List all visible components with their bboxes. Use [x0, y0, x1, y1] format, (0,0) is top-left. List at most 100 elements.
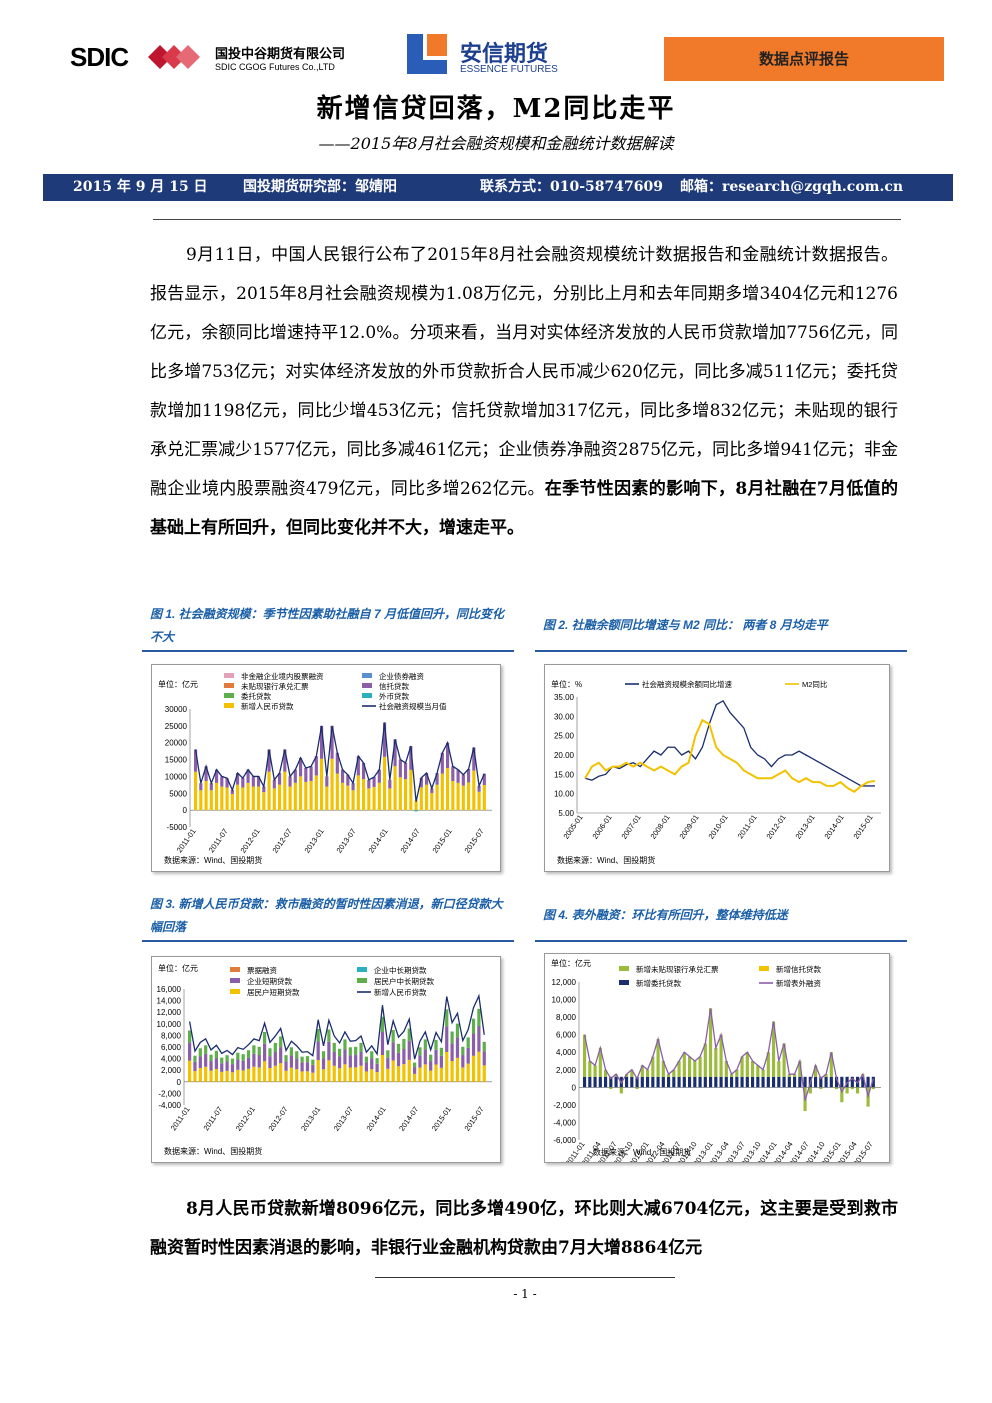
bar-other [278, 773, 282, 785]
bar-household [220, 1057, 224, 1064]
bar-enterprise [407, 1041, 411, 1060]
bar-loans [215, 782, 219, 811]
bar-loans [362, 779, 366, 811]
bar-household [370, 1051, 374, 1059]
bar-loans [414, 800, 418, 811]
bar-household [354, 1046, 358, 1056]
bar-other [241, 778, 245, 788]
bar-bills [588, 1061, 592, 1077]
bar-household [300, 1056, 304, 1063]
y-tick-label: 0 [183, 806, 188, 815]
bar-short-term [477, 1051, 481, 1082]
y-tick-label: -4,000 [553, 1118, 576, 1127]
bar-short-term [402, 1064, 406, 1082]
bar-loans [220, 786, 224, 811]
x-tick-label: 2012-07 [270, 827, 293, 855]
bar-entrusted [651, 1076, 655, 1088]
bar-entrusted [845, 1076, 849, 1088]
bar-short-term [423, 1064, 427, 1082]
legend-swatch [357, 967, 367, 972]
bar-entrusted [714, 1076, 718, 1088]
legend-entry: 新增信托贷款 [776, 964, 821, 974]
legend-entry: 新增未贴现银行承兑汇票 [636, 964, 719, 974]
fig3-rule [142, 940, 514, 942]
bar-household [343, 1039, 347, 1050]
bar-loans [267, 771, 271, 811]
legend-swatch [362, 693, 372, 698]
bar-enterprise [386, 1057, 390, 1069]
bar-entrusted [635, 1076, 639, 1088]
bar-enterprise [268, 1056, 272, 1068]
fig4-svg: 单位：亿元 -6,000 -4,000 -2,000 0 2,000 4,000 6,000 8… [551, 958, 881, 1168]
bar-loans [383, 756, 387, 811]
x-tick-label: 2014-07 [398, 827, 421, 855]
page-title: 新增信贷回落，M2同比走平 [316, 94, 676, 124]
bar-other [272, 779, 276, 789]
bar-bills [693, 1061, 697, 1077]
chart-unit-label: 单位：亿元 [551, 958, 591, 968]
fig2-chart: 单位：% 5.00 10.00 15.00 20.00 25.00 30.00 35.00 20… [544, 664, 890, 872]
sdic-company-name-en: SDIC CGOG Futures Co.,LTD [215, 62, 335, 72]
bar-entrusted [819, 1076, 823, 1088]
bar-enterprise [471, 1033, 476, 1056]
bar-entrusted [672, 1076, 676, 1088]
bar-short-term [471, 1055, 476, 1082]
contact-email[interactable]: 邮箱：research@zgqh.com.cn [680, 179, 904, 195]
bar-enterprise [429, 1061, 433, 1071]
bar-bills-negative [856, 1087, 860, 1094]
bar-bills [703, 1043, 707, 1077]
bar-short-term [450, 1061, 454, 1082]
bar-short-term [348, 1067, 352, 1082]
bar-bills [719, 1034, 723, 1077]
bar-entrusted [656, 1076, 660, 1088]
bar-entrusted [630, 1076, 634, 1088]
bar-bills [698, 1056, 702, 1077]
bar-enterprise [418, 1055, 422, 1068]
bar-bills [735, 1069, 739, 1077]
footer-divider [375, 1277, 675, 1278]
bar-other [209, 783, 213, 791]
bar-bills [756, 1065, 760, 1077]
bar-enterprise [364, 1062, 368, 1072]
bar-other [409, 746, 413, 770]
bar-bills [598, 1047, 602, 1077]
bar-short-term [295, 1069, 299, 1082]
x-tick-label: 2015-07 [462, 1105, 485, 1133]
bar-loans [419, 787, 423, 811]
bar-short-term [407, 1059, 411, 1082]
report-date: 2015 年 9 月 15 日 [73, 179, 208, 195]
bar-other [288, 776, 292, 787]
bar-loans [393, 766, 397, 811]
bar-short-term [386, 1068, 390, 1082]
bar-bills [751, 1061, 755, 1077]
bar-other [325, 776, 329, 787]
bar-short-term [263, 1061, 267, 1082]
fig4-source: 数据来源：Wind、国投期货 [593, 1148, 692, 1157]
bar-short-term [439, 1067, 443, 1082]
bar-household [348, 1047, 352, 1056]
bar-bills [661, 1061, 665, 1077]
bar-enterprise [230, 1064, 235, 1073]
legend-entry: 企业短期贷款 [247, 976, 292, 986]
intro-highlight: 在季节性因素的影响下，8月社融在7月低值的基础上有所回升，但同比变化并不大，增速… [150, 479, 898, 538]
bar-enterprise [305, 1062, 310, 1072]
bar-loans [472, 770, 476, 811]
y-tick-label: 6,000 [161, 1043, 182, 1052]
bar-other [446, 742, 450, 768]
bar-bills [724, 1061, 728, 1077]
bar-entrusted [598, 1076, 602, 1088]
bar-loans [246, 782, 250, 811]
bar-entrusted [588, 1076, 592, 1088]
bar-loans [204, 780, 208, 811]
bar-loans [341, 782, 345, 811]
bar-short-term [461, 1067, 465, 1082]
bar-enterprise [204, 1053, 208, 1067]
bar-short-term [279, 1063, 283, 1082]
bar-bills-negative [808, 1087, 812, 1094]
y-tick-label: 14,000 [157, 997, 182, 1006]
bar-loans [351, 790, 355, 811]
bar-loans [482, 785, 486, 811]
legend-swatch [759, 966, 769, 971]
bar-entrusted [756, 1076, 760, 1088]
x-tick-label: 2012-01 [238, 827, 261, 855]
